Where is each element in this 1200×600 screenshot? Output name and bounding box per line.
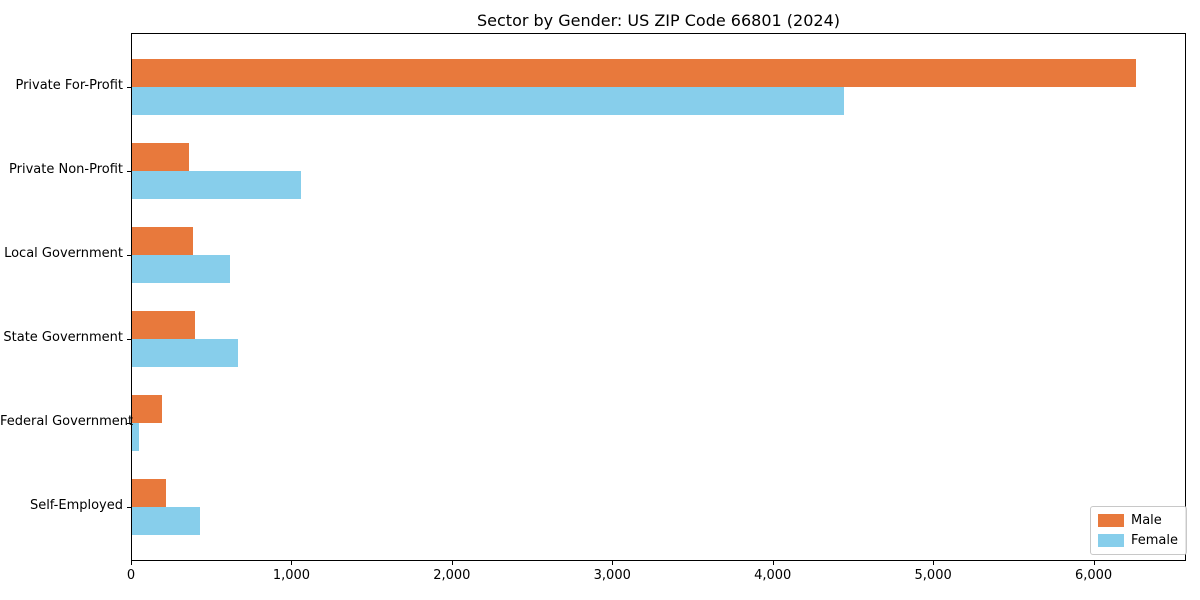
male-legend-label: Male <box>1131 513 1162 528</box>
bar-female-private-non-profit <box>132 171 302 199</box>
xtick-mark-5000 <box>933 561 935 565</box>
bar-female-self-employed <box>132 507 201 535</box>
ytick-label-federal-government: Federal Government <box>0 414 134 429</box>
ytick-mark-local-government <box>127 255 131 256</box>
xtick-mark-4000 <box>772 561 774 565</box>
xtick-mark-2000 <box>451 561 453 565</box>
bar-female-federal-government <box>132 423 140 451</box>
xtick-mark-3000 <box>612 561 614 565</box>
ytick-label-private-for-profit: Private For-Profit <box>15 78 123 93</box>
xtick-label-4000: 4,000 <box>754 568 792 583</box>
bar-male-private-for-profit <box>132 59 1137 87</box>
xtick-mark-6000 <box>1093 561 1095 565</box>
ytick-label-self-employed: Self-Employed <box>29 498 123 513</box>
ytick-mark-private-non-profit <box>127 171 131 172</box>
xtick-label-2000: 2,000 <box>433 568 471 583</box>
bar-female-private-for-profit <box>132 87 845 115</box>
xtick-label-6000: 6,000 <box>1074 568 1113 583</box>
xtick-label-5000: 5,000 <box>914 568 952 583</box>
female-legend-label: Female <box>1131 533 1179 548</box>
bar-male-state-government <box>132 311 196 339</box>
xtick-mark-1000 <box>291 561 293 565</box>
ytick-mark-private-for-profit <box>127 87 131 88</box>
bar-female-state-government <box>132 339 238 367</box>
xtick-mark-0 <box>131 561 132 565</box>
ytick-label-state-government: State Government <box>3 330 123 345</box>
legend-item-male: Male <box>1098 513 1178 528</box>
chart-title: Sector by Gender: US ZIP Code 66801 (202… <box>477 11 840 30</box>
xtick-label-1000: 1,000 <box>272 568 311 583</box>
legend: Male Female <box>1090 506 1188 555</box>
legend-item-female: Female <box>1098 533 1178 548</box>
bar-female-local-government <box>132 255 230 283</box>
female-legend-swatch <box>1098 534 1124 547</box>
ytick-label-local-government: Local Government <box>4 246 123 261</box>
plot-area <box>131 33 1186 561</box>
bar-male-federal-government <box>132 395 163 423</box>
bar-male-local-government <box>132 227 193 255</box>
male-legend-swatch <box>1098 514 1124 527</box>
bar-male-private-non-profit <box>132 143 189 171</box>
ytick-mark-state-government <box>127 339 131 340</box>
xtick-label-0: 0 <box>126 568 136 583</box>
bar-male-self-employed <box>132 479 167 507</box>
ytick-mark-federal-government <box>127 423 131 424</box>
bars-layer <box>132 34 1185 560</box>
ytick-label-private-non-profit: Private Non-Profit <box>9 162 123 177</box>
xtick-label-3000: 3,000 <box>593 568 631 583</box>
ytick-mark-self-employed <box>127 507 131 508</box>
